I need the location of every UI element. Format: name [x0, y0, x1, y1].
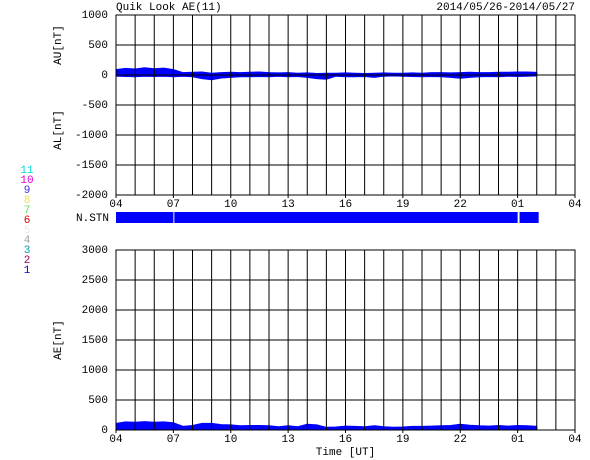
station-legend-label: 5: [24, 225, 31, 237]
nstn-label: N.STN: [76, 213, 109, 225]
y-tick-label: 1000: [82, 10, 108, 22]
y-tick-label: 2500: [82, 275, 108, 287]
x-tick-label: 13: [282, 199, 295, 211]
nstn-segment: [116, 212, 174, 223]
x-tick-label: 01: [511, 199, 525, 211]
x-tick-label: 16: [339, 199, 352, 211]
y-tick-label: 500: [88, 395, 108, 407]
x-tick-label: 13: [282, 434, 295, 446]
y-axis-label: AU[nT]: [53, 25, 65, 65]
station-legend-label: 4: [24, 235, 31, 247]
y-tick-label: -2000: [75, 190, 108, 202]
y-tick-label: 500: [88, 40, 108, 52]
x-tick-label: 07: [167, 434, 180, 446]
y-tick-label: 3000: [82, 245, 108, 257]
station-legend-label: 2: [24, 255, 31, 267]
x-tick-label: 19: [396, 199, 409, 211]
x-tick-label: 10: [224, 199, 237, 211]
station-legend-label: 9: [24, 185, 31, 197]
x-tick-label: 01: [511, 434, 525, 446]
y-tick-label: -500: [82, 100, 108, 112]
x-tick-label: 16: [339, 434, 352, 446]
station-legend-label: 1: [24, 265, 31, 277]
y-tick-label: 2000: [82, 305, 108, 317]
y-tick-label: 1000: [82, 365, 108, 377]
station-legend-label: 3: [24, 245, 31, 257]
y-axis-label: AL[nT]: [53, 110, 65, 150]
x-tick-label: 04: [109, 199, 123, 211]
y-axis-label: AE[nT]: [53, 320, 65, 360]
station-legend-label: 10: [20, 175, 33, 187]
y-tick-label: 0: [101, 425, 108, 437]
x-tick-label: 04: [568, 199, 582, 211]
nstn-segment: [519, 212, 539, 223]
area: [115, 421, 538, 431]
x-axis-label: Time [UT]: [316, 447, 375, 459]
station-legend-label: 7: [24, 205, 31, 217]
y-tick-label: -1000: [75, 130, 108, 142]
station-legend-label: 8: [24, 195, 31, 207]
x-tick-label: 07: [167, 199, 180, 211]
station-legend-label: 6: [24, 215, 31, 227]
x-tick-label: 04: [568, 434, 582, 446]
x-tick-label: 22: [454, 434, 467, 446]
nstn-segment: [174, 212, 518, 223]
title: Quik Look AE(11): [116, 2, 222, 14]
y-tick-label: -1500: [75, 160, 108, 172]
x-tick-label: 19: [396, 434, 409, 446]
date-range: 2014/05/26-2014/05/27: [436, 2, 575, 14]
y-tick-label: 1500: [82, 335, 108, 347]
y-tick-label: 0: [101, 70, 108, 82]
area: [115, 67, 538, 76]
x-tick-label: 10: [224, 434, 237, 446]
x-tick-label: 04: [109, 434, 123, 446]
station-legend-label: 11: [20, 165, 34, 177]
x-tick-label: 22: [454, 199, 467, 211]
